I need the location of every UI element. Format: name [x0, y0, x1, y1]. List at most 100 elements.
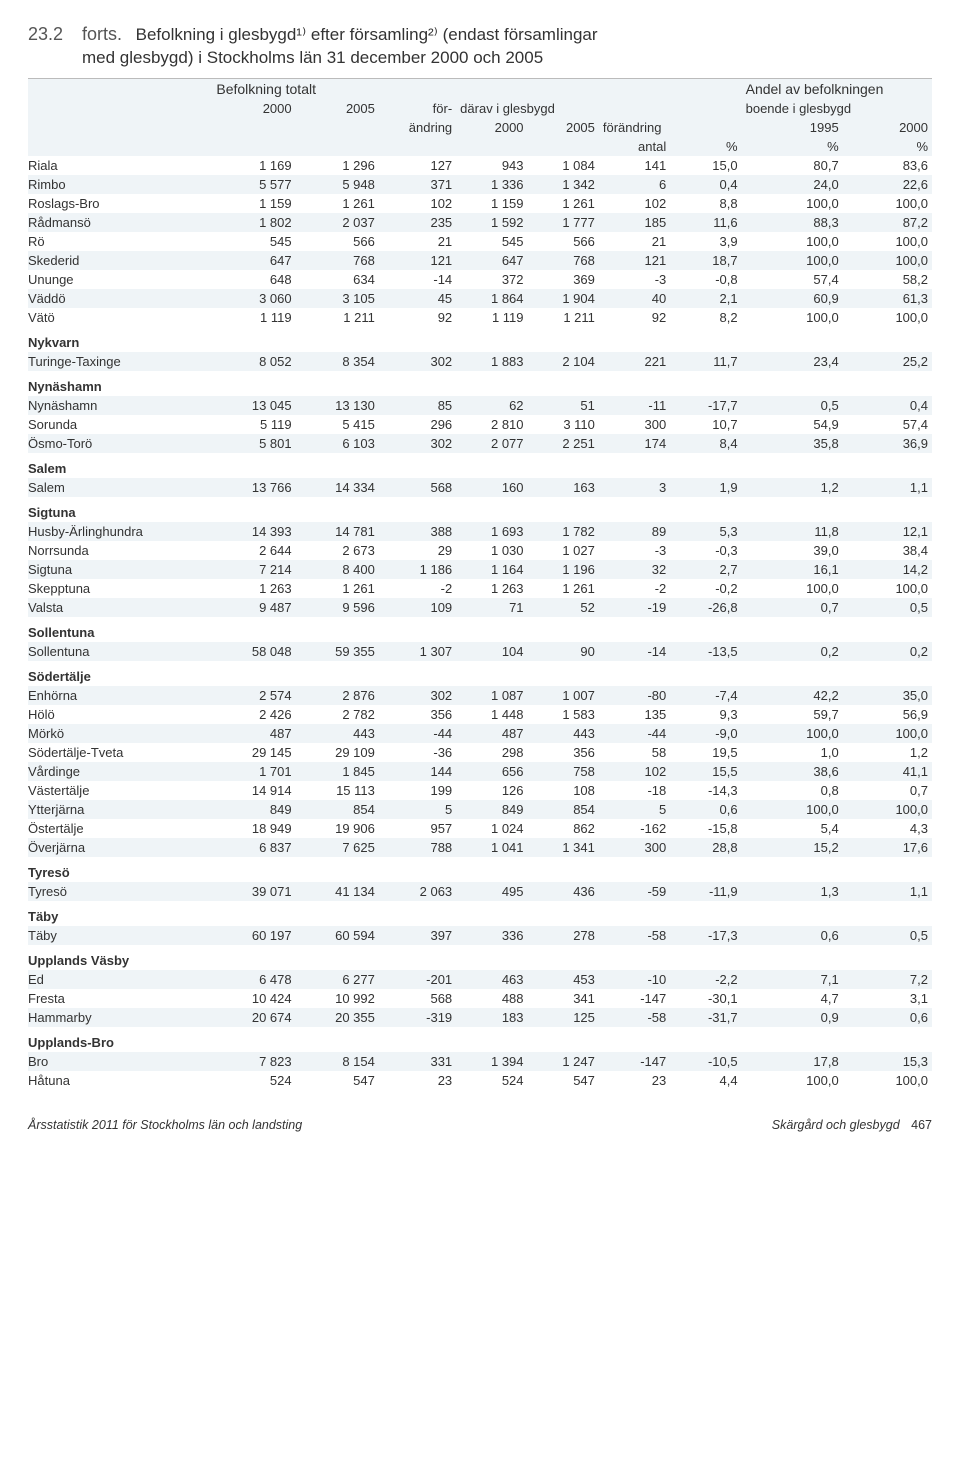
cell: 7 823 [212, 1052, 295, 1071]
cell: 58,2 [843, 270, 932, 289]
cell: 59 355 [296, 642, 379, 661]
cell: 23 [599, 1071, 670, 1090]
cell: 0,4 [843, 396, 932, 415]
cell: 568 [379, 478, 456, 497]
cell: 5 119 [212, 415, 295, 434]
header-row-2: 2000 2005 för- därav i glesbygd boende i… [28, 99, 932, 118]
table-row: Vätö1 1191 211921 1191 211928,2100,0100,… [28, 308, 932, 327]
row-name: Överjärna [28, 838, 212, 857]
cell: 1 782 [528, 522, 599, 541]
cell: 2 037 [296, 213, 379, 232]
cell: 92 [379, 308, 456, 327]
row-name: Husby-Ärlinghundra [28, 522, 212, 541]
table-row: Hölö2 4262 7823561 4481 5831359,359,756,… [28, 705, 932, 724]
cell: 100,0 [742, 724, 843, 743]
cell: 487 [456, 724, 527, 743]
hdr-forandring: förändring [599, 118, 742, 137]
cell: 15,0 [670, 156, 741, 175]
cell: 1 261 [528, 194, 599, 213]
row-name: Bro [28, 1052, 212, 1071]
cell: 102 [379, 194, 456, 213]
cell: -3 [599, 270, 670, 289]
cell: 100,0 [843, 194, 932, 213]
row-name: Ed [28, 970, 212, 989]
cell: 453 [528, 970, 599, 989]
cell: 0,2 [742, 642, 843, 661]
hdr-pct3: % [843, 137, 932, 156]
table-row: Roslags-Bro1 1591 2611021 1591 2611028,8… [28, 194, 932, 213]
cell: 3,1 [843, 989, 932, 1008]
cell: 100,0 [742, 1071, 843, 1090]
cell: 1 041 [456, 838, 527, 857]
cell: 100,0 [742, 251, 843, 270]
cell: 42,2 [742, 686, 843, 705]
cell: 25,2 [843, 352, 932, 371]
cell: 32 [599, 560, 670, 579]
table-row: Överjärna6 8377 6257881 0411 34130028,81… [28, 838, 932, 857]
cell: 1 341 [528, 838, 599, 857]
cell: 18 949 [212, 819, 295, 838]
table-row: Norrsunda2 6442 673291 0301 027-3-0,339,… [28, 541, 932, 560]
hdr-andel: Andel av befolkningen [742, 78, 932, 99]
cell: 397 [379, 926, 456, 945]
cell: 2 251 [528, 434, 599, 453]
cell: 100,0 [742, 579, 843, 598]
cell: 768 [296, 251, 379, 270]
cell: 302 [379, 686, 456, 705]
cell: 443 [296, 724, 379, 743]
cell: 1 159 [212, 194, 295, 213]
row-name: Väddö [28, 289, 212, 308]
cell: 160 [456, 478, 527, 497]
cell: 647 [456, 251, 527, 270]
population-table: Befolkning totalt Andel av befolkningen … [28, 78, 932, 1090]
row-name: Salem [28, 478, 212, 497]
table-row: Salem13 76614 33456816016331,91,21,1 [28, 478, 932, 497]
cell: 61,3 [843, 289, 932, 308]
cell: 300 [599, 415, 670, 434]
cell: 100,0 [742, 232, 843, 251]
cell: 102 [599, 762, 670, 781]
cell: 8 400 [296, 560, 379, 579]
table-row: Håtuna52454723524547234,4100,0100,0 [28, 1071, 932, 1090]
cell: 566 [528, 232, 599, 251]
group-header: Täby [28, 901, 932, 926]
cell: 1 186 [379, 560, 456, 579]
cell: 7 214 [212, 560, 295, 579]
cell: 1 394 [456, 1052, 527, 1071]
cell: 22,6 [843, 175, 932, 194]
row-name: Enhörna [28, 686, 212, 705]
cell: 15,3 [843, 1052, 932, 1071]
cell: 4,7 [742, 989, 843, 1008]
cell: 1 261 [296, 194, 379, 213]
hdr-boende: boende i glesbygd [742, 99, 932, 118]
cell: 298 [456, 743, 527, 762]
cell: -9,0 [670, 724, 741, 743]
cell: 1 119 [212, 308, 295, 327]
cell: 300 [599, 838, 670, 857]
cell: 0,5 [742, 396, 843, 415]
row-name: Sigtuna [28, 560, 212, 579]
table-row: Riala1 1691 2961279431 08414115,080,783,… [28, 156, 932, 175]
cell: 1 024 [456, 819, 527, 838]
hdr-darav: därav i glesbygd [456, 99, 670, 118]
cell: 38,6 [742, 762, 843, 781]
cell: -14 [599, 642, 670, 661]
table-row: Östertälje18 94919 9069571 024862-162-15… [28, 819, 932, 838]
row-name: Ösmo-Torö [28, 434, 212, 453]
cell: 862 [528, 819, 599, 838]
cell: 302 [379, 434, 456, 453]
cell: 127 [379, 156, 456, 175]
cell: 943 [456, 156, 527, 175]
cell: 2 876 [296, 686, 379, 705]
cell: 1 448 [456, 705, 527, 724]
cell: -17,7 [670, 396, 741, 415]
cell: 0,6 [670, 800, 741, 819]
cell: 108 [528, 781, 599, 800]
cell: 1,1 [843, 882, 932, 901]
row-name: Skederid [28, 251, 212, 270]
group-name: Upplands Väsby [28, 945, 932, 970]
cell: 100,0 [742, 308, 843, 327]
cell: 39,0 [742, 541, 843, 560]
group-header: Nynäshamn [28, 371, 932, 396]
cell: 463 [456, 970, 527, 989]
